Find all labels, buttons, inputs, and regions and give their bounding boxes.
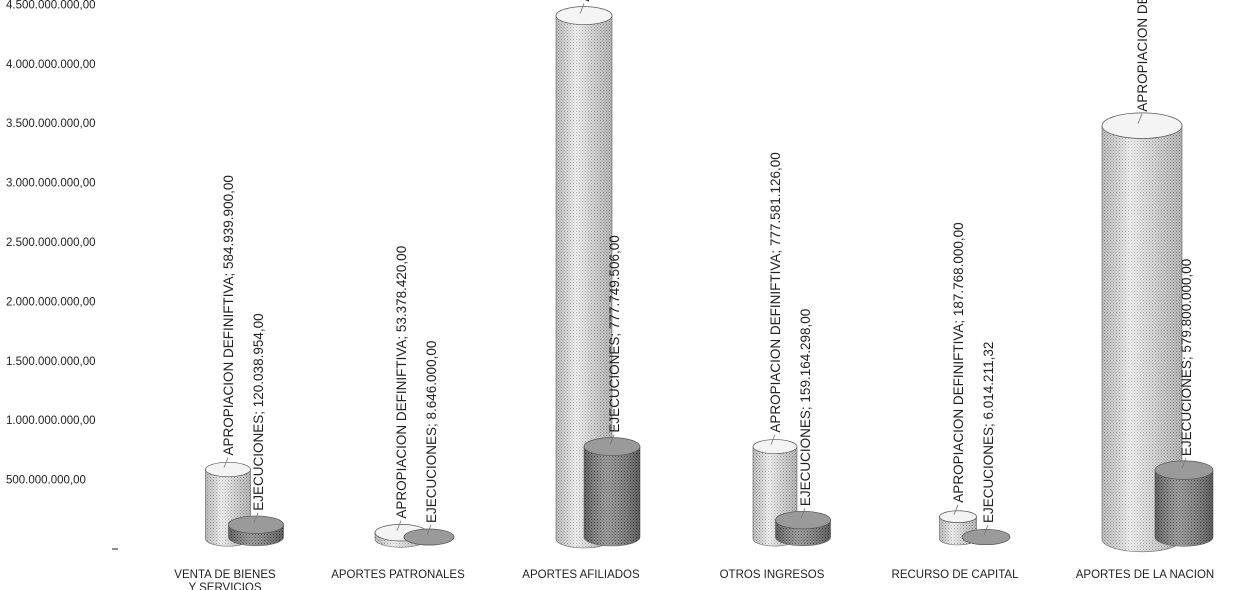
bar-top [939,510,977,523]
data-label: EJECUCIONES; 120.038.954,00 [251,313,266,510]
data-label: EJECUCIONES; 8.646.000,00 [424,341,439,523]
bar-cylinder [583,437,641,547]
y-tick-label: 1.500.000.000,00 [6,356,96,368]
bar-shade [556,15,612,548]
bar-shade [1102,125,1182,552]
data-label: APROPIACION DEFINIFTIVA; 777.581.126,00 [768,152,783,432]
data-label: EJECUCIONES; 6.014.211,32 [981,342,996,523]
label-leader [983,524,989,536]
label-leader [396,520,402,531]
label-leader [579,3,585,14]
y-tick-label: 4.000.000.000,00 [6,59,96,71]
bar-shade [584,446,640,546]
x-tick-label: Y SERVICIOS [188,582,261,590]
y-tick-label: 3.000.000.000,00 [6,178,96,190]
bar-top [775,510,831,530]
label-leader [609,434,615,445]
y-tick-label: 4.500.000.000,00 [6,0,96,11]
y-tick-label: 2.000.000.000,00 [6,296,96,308]
data-label: APROPIACION DEFINIFTIVA; 187.768.000,00 [951,222,966,502]
bar-cylinder [961,528,1011,546]
x-tick-label: VENTA DE BIENES [174,569,276,581]
bar-top [555,6,613,25]
data-label: APROPIACION DEFINIFTIVA; 53.378.420,00 [394,246,409,519]
bar-cylinder [555,6,613,549]
bar-cylinder [228,515,284,547]
bar-top [752,439,798,455]
data-label: EJECUCIONES; 159.164.298,00 [798,309,813,506]
bar-cylinder [775,510,831,547]
y-axis: 500.000.000,00 1.000.000.000,00 1.500.000.… [6,0,118,550]
bar-top [1101,112,1183,139]
x-tick-label: OTROS INGRESOS [720,569,825,581]
bars [205,6,1214,553]
label-leader [1137,113,1143,124]
label-leader [426,524,432,536]
data-label: EJECUCIONES; 579.800.000,00 [1179,259,1194,456]
bar-top [1154,460,1214,480]
y-tick-label: 500.000.000,00 [6,475,86,487]
data-label: EJECUCIONES; 777.749.506,00 [607,235,622,432]
bar-cylinder [1154,460,1214,547]
bar-cylinder [403,528,455,546]
data-labels: APROPIACION DEFINIFTIVA; 584.939.900,00 E… [221,0,1194,536]
bar-cylinder [1101,112,1183,553]
label-leader [253,512,259,523]
data-label: APROPIACION DEFINIFTIVA; 3.478.999.007,0… [1135,0,1150,112]
label-leader [223,457,229,468]
label-leader [953,504,959,515]
x-tick-label: APORTES PATRONALES [331,569,465,581]
x-tick-label: APORTES DE LA NACION [1076,569,1214,581]
x-tick-label: APORTES AFILIADOS [522,569,640,581]
bar-shade [1155,470,1213,547]
label-leader [1181,457,1187,469]
bar-top [228,515,284,534]
y-tick-label: 3.500.000.000,00 [6,118,96,130]
y-tick-label: 1.000.000.000,00 [6,415,96,427]
bar-top [961,528,1011,546]
x-tick-label: RECURSO DE CAPITAL [892,569,1020,581]
bar-top [205,461,251,478]
data-label: APROPIACION DEFINIFTIVA; 584.939.900,00 [221,175,236,455]
label-leader [800,507,806,519]
label-leader [770,434,776,445]
bar-top [583,437,641,456]
bar-top [403,528,455,546]
y-tick-label: 2.500.000.000,00 [6,237,96,249]
data-label: APROPIACION DEFINIFTIVA; 4.405.894.240,0… [577,0,592,2]
